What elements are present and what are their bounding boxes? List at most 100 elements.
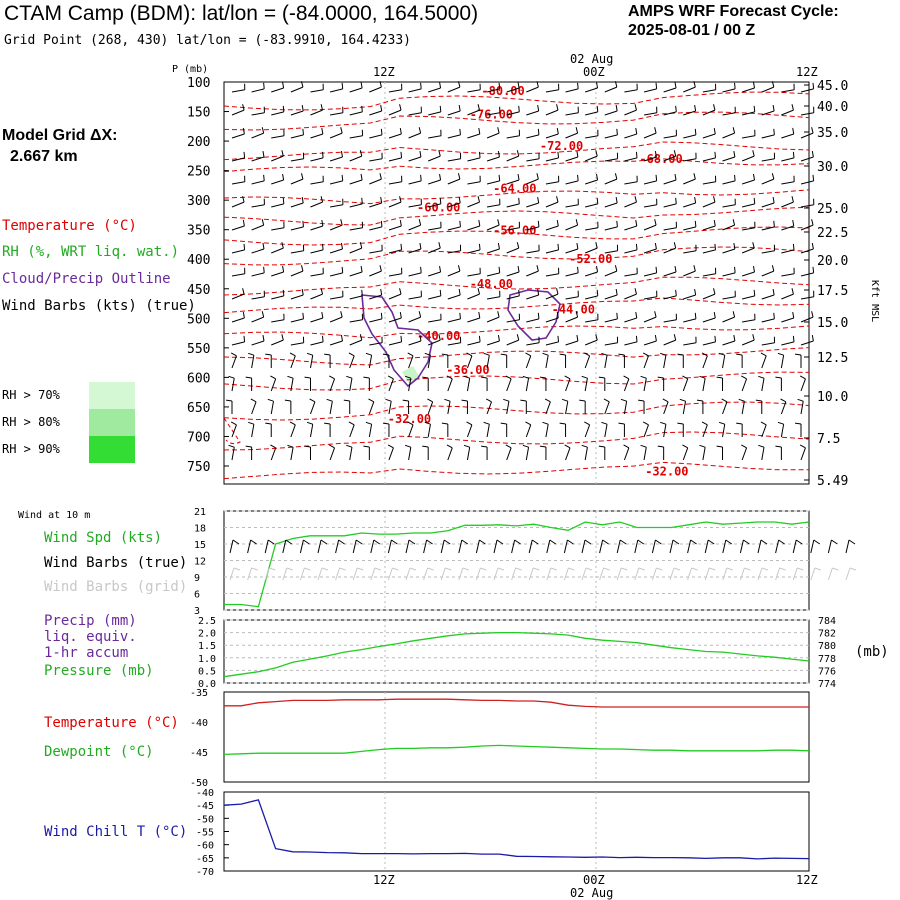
wind-barb <box>526 104 540 116</box>
kft-tick-label: 10.0 <box>817 390 848 405</box>
wind-barb <box>800 334 814 346</box>
wind-barb-flag <box>387 444 394 449</box>
wind-barb <box>506 197 520 208</box>
wind-barb-staff <box>349 155 362 162</box>
wind-barb <box>545 243 560 254</box>
wind-barb <box>565 174 579 185</box>
wind-barb-staff <box>800 340 814 346</box>
wind-barb <box>369 104 383 116</box>
wind-barb <box>324 353 331 368</box>
surface-wind-barb-true-flag <box>584 539 592 545</box>
surface-wind-barb-grid-flag <box>568 567 575 571</box>
legend-pressure: Pressure (mb) <box>44 663 154 679</box>
wind-barb <box>677 353 684 368</box>
wind-barb-flag <box>556 311 559 319</box>
wind-barb <box>251 150 265 162</box>
wind-barb-staff <box>428 295 441 300</box>
wind-barb-staff <box>565 180 579 185</box>
wind-barb-flag <box>714 243 717 250</box>
wind-barb <box>741 375 748 392</box>
wind-barb-staff <box>585 135 599 139</box>
wind-barb <box>604 312 618 323</box>
wind-barb-staff <box>781 109 794 116</box>
wind-barb <box>800 106 815 116</box>
wind-barb <box>251 334 265 346</box>
wind-barb <box>310 288 324 300</box>
surface-wind-barb-true-flag <box>338 539 345 545</box>
wind-barb-flag <box>760 421 767 426</box>
wind-barb <box>447 152 462 162</box>
wind-barb-staff <box>231 89 245 93</box>
wind-barb <box>329 82 344 93</box>
wind-barb-staff <box>388 273 402 277</box>
wind-barb <box>466 352 473 369</box>
surface-wind-barb-true-flag <box>795 539 803 545</box>
wind-barb <box>463 375 471 392</box>
wind-barb-staff <box>584 447 588 461</box>
wind-barb-flag <box>682 375 688 380</box>
wind-barb-staff <box>683 202 696 208</box>
wind-barb-staff <box>761 226 775 231</box>
wind-barb-staff <box>761 294 775 300</box>
wind-barb-staff <box>349 203 363 208</box>
wind-barb-staff <box>369 202 382 208</box>
wind-barb-staff <box>428 227 442 231</box>
wind-tick-label: 3 <box>194 606 200 617</box>
wind-barb <box>290 152 305 162</box>
wind-barb <box>677 422 684 437</box>
wind-barb-flag <box>556 288 559 295</box>
surface-wind-barb-true <box>599 539 604 554</box>
wind-barb-flag <box>734 266 736 273</box>
wind-barb <box>642 352 649 369</box>
wind-barb-flag <box>557 335 560 342</box>
wind-barb-flag <box>525 352 531 357</box>
wind-barb-flag <box>596 81 599 89</box>
kft-tick-label: 12.5 <box>817 351 848 366</box>
wind-barb <box>761 336 776 346</box>
wind-barb-flag <box>701 352 708 357</box>
wind-barb <box>349 129 364 139</box>
wind-barb-staff <box>428 155 441 162</box>
wind-barb-flag <box>561 398 568 402</box>
wind-barb <box>251 290 265 300</box>
wind-barb <box>761 265 775 277</box>
wind-barb <box>408 266 422 277</box>
wind-barb-staff <box>388 109 402 116</box>
wind-barb-flag <box>792 335 795 342</box>
wind-barb <box>368 398 375 415</box>
wind-barb-flag <box>380 104 383 112</box>
surface-wind-barb-true <box>229 539 234 554</box>
surface-wind-barb-true-flag <box>725 539 733 545</box>
wind-barb <box>428 265 442 277</box>
surface-wind-barb-true <box>669 539 674 554</box>
wind-barb <box>408 242 422 254</box>
wind-barb <box>385 398 392 415</box>
surface-wind-barb-true-flag <box>267 539 275 545</box>
wind-barb <box>761 220 775 231</box>
wind-barb <box>781 104 794 116</box>
surface-wind-barb-grid-flag <box>656 567 663 571</box>
wind-barb-staff <box>369 158 383 162</box>
wind-barb <box>388 288 402 300</box>
wind-barb-staff <box>585 227 599 231</box>
wind-barb-staff <box>624 201 637 208</box>
wind-barb-staff <box>486 112 500 116</box>
wind-barb-staff <box>271 111 284 116</box>
wind-barb <box>346 444 353 461</box>
wind-barb <box>623 444 630 461</box>
wind-barb-staff <box>447 447 453 461</box>
wind-barb-staff <box>369 342 383 346</box>
surface-wind-barb-true <box>810 539 815 554</box>
surface-wind-barb-true <box>775 539 780 554</box>
wind-barb-staff <box>231 225 245 231</box>
wind-barb-flag <box>537 196 540 204</box>
wind-barb <box>349 313 364 323</box>
surface-wind-barb-true-flag <box>549 539 557 545</box>
wind-barb-flag <box>400 151 403 158</box>
wind-barb <box>365 421 373 438</box>
wind-barb-flag <box>497 311 500 318</box>
wind-barb-flag <box>539 376 547 379</box>
surface-wind-barb-true-flag <box>637 539 645 545</box>
wind-tick-label: 15 <box>194 540 206 551</box>
wind-barb-flag <box>596 265 599 273</box>
